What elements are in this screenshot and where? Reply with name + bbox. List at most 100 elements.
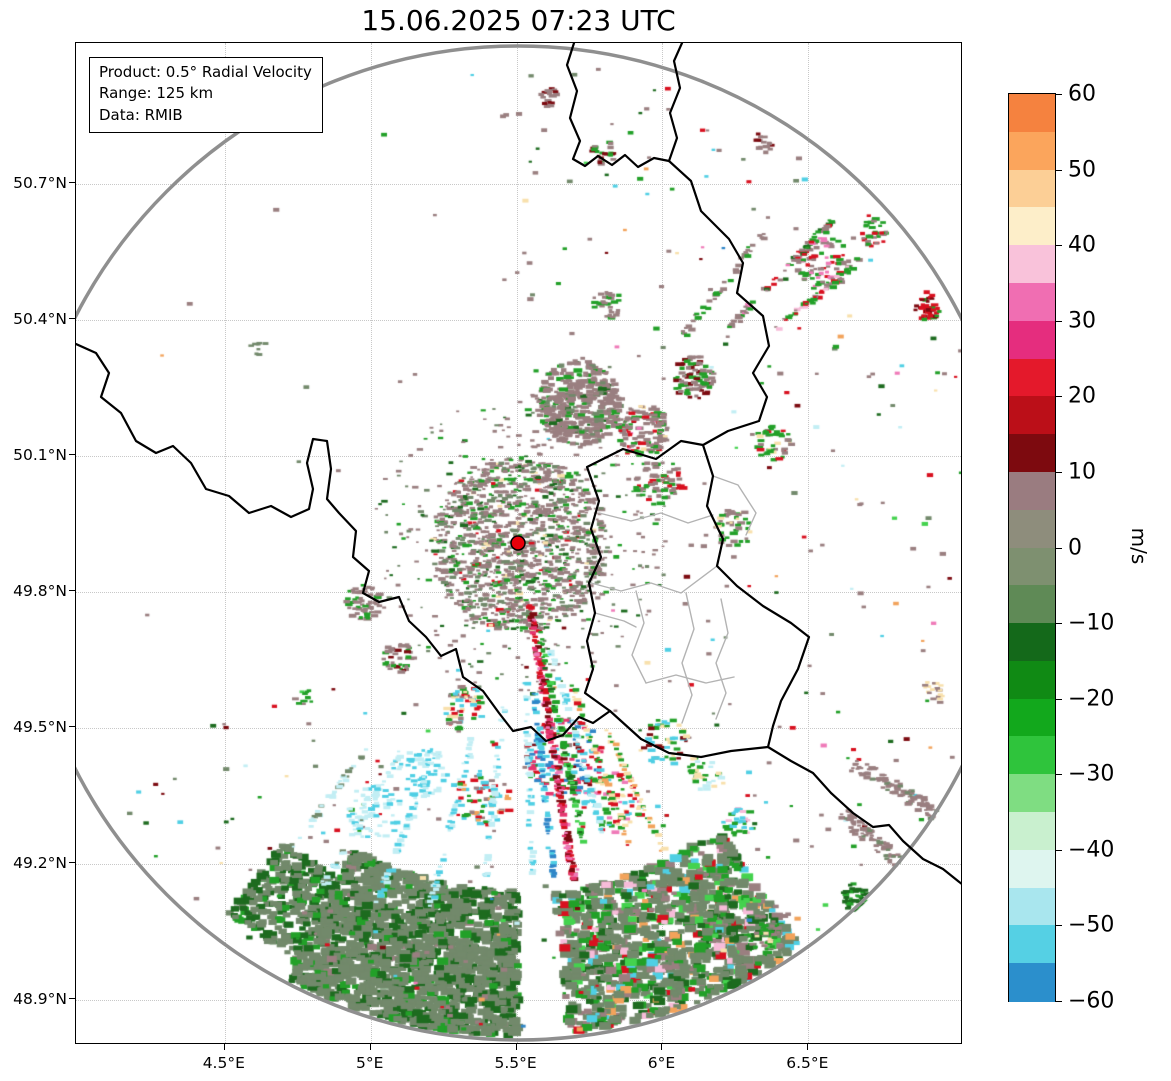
colorbar-tick-mark (1055, 320, 1062, 322)
country-border-line (667, 43, 684, 163)
map-plot-area: Product: 0.5° Radial Velocity Range: 125… (75, 42, 962, 1044)
y-axis-tick-mark (69, 453, 75, 455)
colorbar-tick-mark (1055, 245, 1062, 247)
colorbar-band (1009, 963, 1055, 1002)
country-border-line (76, 342, 612, 743)
colorbar-band (1009, 131, 1055, 171)
region-border-line (594, 612, 637, 628)
region-border-line (590, 565, 718, 594)
colorbar-band (1009, 736, 1055, 775)
colorbar-tick-label: −20 (1068, 686, 1115, 712)
colorbar-band (1009, 774, 1055, 813)
colorbar-tick-mark (1055, 698, 1062, 700)
info-range-line: Range: 125 km (99, 84, 214, 103)
colorbar-tick-label: −60 (1068, 988, 1115, 1014)
x-axis-tick-mark (661, 1044, 663, 1050)
x-axis-tick-mark (807, 1044, 809, 1050)
x-tick-label: 6.5°E (786, 1054, 829, 1072)
colorbar: 60 50 40 30 20 10 0 −10 −20 −30 −40 −50 −60 (1008, 82, 1114, 1014)
colorbar-band (1009, 94, 1055, 133)
region-border-line (681, 592, 695, 724)
info-product-line: Product: 0.5° Radial Velocity (99, 63, 312, 81)
colorbar-band (1009, 207, 1055, 246)
colorbar-tick-label: 60 (1068, 81, 1096, 107)
colorbar-tick-label: −30 (1068, 761, 1115, 787)
region-border-line (631, 590, 647, 684)
y-tick-label: 48.9°N (13, 989, 67, 1008)
region-border-line (712, 475, 757, 536)
colorbar-band (1009, 434, 1055, 473)
colorbar-band (1009, 925, 1055, 964)
country-border-line (565, 43, 671, 169)
colorbar-band (1009, 660, 1055, 700)
y-tick-label: 49.5°N (13, 717, 67, 736)
plot-title: 15.06.2025 07:23 UTC (361, 4, 676, 37)
colorbar-tick-label: −50 (1068, 912, 1115, 938)
colorbar-band (1009, 396, 1055, 435)
colorbar-tick-mark (1055, 925, 1062, 927)
colorbar-band (1009, 585, 1055, 624)
colorbar-band (1009, 698, 1055, 738)
colorbar-unit-label: m/s (1127, 527, 1151, 565)
x-tick-label: 4.5°E (202, 1054, 245, 1072)
colorbar-band (1009, 245, 1055, 284)
x-tick-label: 6°E (647, 1054, 676, 1072)
max-range-ring (76, 44, 961, 1042)
region-border-line (715, 598, 729, 720)
y-axis-tick-mark (69, 181, 75, 183)
country-border-line (583, 439, 705, 713)
y-axis-tick-mark (69, 997, 75, 999)
colorbar-tick-label: 20 (1068, 383, 1096, 409)
colorbar-tick-mark (1055, 547, 1062, 549)
colorbar-tick-mark (1055, 396, 1062, 398)
colorbar-tick-label: 40 (1068, 232, 1096, 258)
colorbar-band (1009, 282, 1055, 322)
colorbar-band (1009, 358, 1055, 398)
colorbar-band (1009, 169, 1055, 209)
radar-site-marker (510, 535, 526, 551)
region-border-line (598, 512, 714, 524)
colorbar-band (1009, 849, 1055, 889)
colorbar-band (1009, 623, 1055, 662)
colorbar-band (1009, 547, 1055, 586)
colorbar-band (1009, 320, 1055, 360)
country-border-line (608, 709, 770, 759)
region-border-line (645, 674, 735, 684)
y-axis-tick-mark (69, 589, 75, 591)
colorbar-tick-mark (1055, 1001, 1062, 1002)
colorbar-tick-mark (1055, 169, 1062, 171)
y-tick-label: 50.4°N (13, 309, 67, 328)
x-axis-tick-mark (515, 1044, 517, 1050)
info-source-line: Data: RMIB (99, 105, 183, 124)
colorbar-tick-label: 50 (1068, 157, 1096, 183)
colorbar-tick-label: −10 (1068, 610, 1115, 636)
colorbar-tick-mark (1055, 471, 1062, 473)
y-tick-label: 50.7°N (13, 173, 67, 192)
colorbar-band (1009, 509, 1055, 549)
country-border-line (667, 159, 961, 885)
colorbar-band (1009, 812, 1055, 851)
colorbar-tick-mark (1055, 774, 1062, 776)
basemap-borders-overlay (76, 43, 961, 1042)
product-info-box: Product: 0.5° Radial Velocity Range: 125… (89, 57, 323, 133)
colorbar-tick-mark (1055, 94, 1062, 95)
colorbar-band (1009, 887, 1055, 927)
colorbar-tick-label: −40 (1068, 837, 1115, 863)
y-tick-label: 49.8°N (13, 581, 67, 600)
colorbar-tick-mark (1055, 849, 1062, 851)
y-axis-tick-mark (69, 725, 75, 727)
x-tick-label: 5°E (355, 1054, 384, 1072)
colorbar-tick-mark (1055, 623, 1062, 625)
y-axis-tick-mark (69, 317, 75, 319)
y-axis-tick-mark (69, 861, 75, 863)
x-tick-label: 5.5°E (494, 1054, 537, 1072)
x-axis-tick-mark (223, 1044, 225, 1050)
colorbar-tick-label: 10 (1068, 459, 1096, 485)
y-tick-label: 49.2°N (13, 853, 67, 872)
colorbar-band (1009, 471, 1055, 511)
colorbar-tick-label: 30 (1068, 308, 1096, 334)
y-tick-label: 50.1°N (13, 445, 67, 464)
colorbar-tick-label: 0 (1068, 535, 1082, 560)
x-axis-tick-mark (369, 1044, 371, 1050)
